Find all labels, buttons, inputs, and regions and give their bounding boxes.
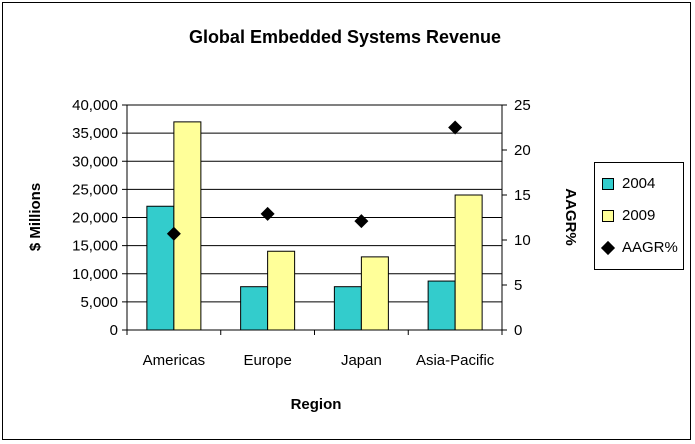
bar-2004 [333, 286, 362, 331]
chart-title: Global Embedded Systems Revenue [189, 27, 501, 47]
y2-tick-label: 15 [514, 187, 531, 204]
y-tick-label: 25,000 [72, 181, 118, 198]
y-tick-label: 15,000 [72, 238, 118, 255]
y2-tick-label: 0 [514, 322, 522, 339]
bar-2004 [146, 205, 175, 331]
category-label: Americas [143, 352, 206, 369]
chart-frame [2, 2, 691, 440]
y-tick-label: 5,000 [80, 294, 118, 311]
y2-tick-label: 25 [514, 97, 531, 114]
legend-item-aagr: AAGR% [600, 239, 678, 256]
legend-item-2004: 2004 [602, 175, 655, 192]
aagr-marker [260, 206, 275, 221]
legend-label-aagr: AAGR% [622, 239, 678, 256]
y2-tick-label: 5 [514, 277, 522, 294]
y-tick-label: 40,000 [72, 97, 118, 114]
aagr-marker [166, 226, 181, 241]
legend-item-2009: 2009 [602, 207, 655, 224]
diamond-icon [600, 240, 616, 255]
bar-2004 [240, 286, 269, 331]
category-label: Japan [341, 352, 382, 369]
y2-tick-label: 20 [514, 142, 531, 159]
bar-2009 [360, 256, 389, 331]
legend-swatch-2004 [602, 177, 614, 190]
legend-label-2004: 2004 [622, 175, 656, 192]
bar-2009 [267, 250, 296, 331]
legend-label-2009: 2009 [622, 207, 656, 224]
aagr-marker [354, 214, 369, 229]
y-tick-label: 10,000 [72, 266, 118, 283]
y-tick-label: 35,000 [72, 125, 118, 142]
category-labels: Americas Europe Japan Asia-Pacific [126, 330, 503, 369]
aagr-marker [448, 120, 463, 135]
bar-2009 [454, 194, 483, 331]
bar-2009 [173, 121, 202, 331]
y-tick-label: 20,000 [72, 210, 118, 227]
right-axis-ticks: 0 5 10 15 20 25 [502, 97, 531, 339]
left-axis-ticks: 0 5,000 10,000 15,000 20,000 25,000 30,000 35,0… [72, 97, 127, 339]
y2-tick-label: 10 [514, 232, 531, 249]
category-label: Asia-Pacific [416, 352, 495, 369]
bar-2004 [427, 280, 456, 331]
aagr-markers [166, 120, 463, 241]
legend-swatch-2009 [602, 209, 614, 222]
legend: 2004 2009 AAGR% [594, 162, 684, 270]
y-tick-label: 30,000 [72, 153, 118, 170]
y-axis-label: $ Millions [27, 183, 44, 251]
y2-axis-label: AAGR% [562, 188, 579, 246]
category-label: Europe [243, 352, 291, 369]
y-tick-label: 0 [110, 322, 118, 339]
x-axis-label: Region [291, 396, 342, 413]
bars [146, 121, 483, 331]
